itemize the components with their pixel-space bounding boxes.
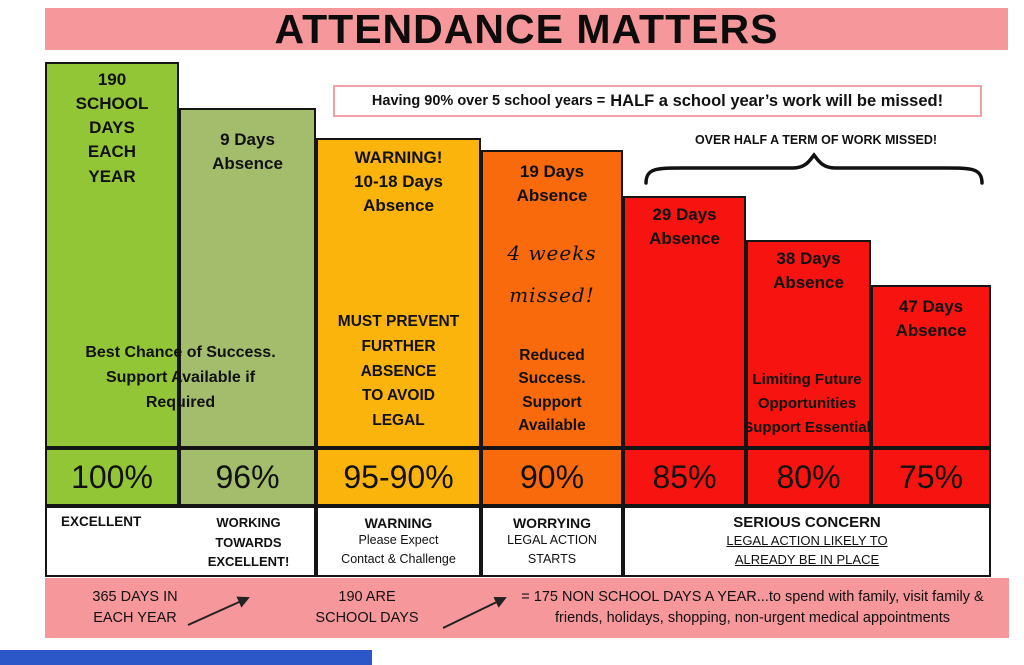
brace-label: OVER HALF A TERM OF WORK MISSED! — [694, 133, 938, 147]
page-title: ATTENDANCE MATTERS — [274, 5, 779, 52]
percent-cell-95-90: 95-90% — [316, 448, 481, 506]
bar-75-label: 47 Days Absence — [895, 297, 967, 341]
status-working-towards: WORKING TOWARDS EXCELLENT! — [207, 515, 290, 569]
percent-cell-90: 90% — [481, 448, 623, 506]
bar-85-label: 29 Days Absence — [649, 205, 720, 249]
bar-85-percent: 29 Days Absence — [623, 196, 746, 448]
footer-days-non-school: = 175 NON SCHOOL DAYS A YEAR...to spend … — [521, 589, 984, 627]
status-cell-worrying: WORRYING LEGAL ACTION STARTS — [481, 506, 623, 577]
bottom-blue-strip — [0, 650, 372, 665]
info-box-text-main: HALF a school year’s work will be missed… — [610, 91, 944, 110]
bar-80-percent: 38 Days Absence — [746, 240, 871, 448]
bar-100-percent: 190 SCHOOL DAYS EACH YEAR — [45, 62, 179, 448]
bar-96-percent: 9 Days Absence — [179, 108, 316, 448]
title-banner: ATTENDANCE MATTERS — [45, 5, 1008, 52]
green-bars-note: Best Chance of Success. Support Availabl… — [85, 344, 276, 411]
bar-90-weeks-note: 4 weeks missed! — [507, 241, 597, 307]
bar-90-percent: 19 Days Absence 4 weeks missed! Reduced … — [481, 150, 623, 448]
bar-95-90-note: MUST PREVENT FURTHER ABSENCE TO AVOID LE… — [337, 313, 460, 430]
status-cell-warning: WARNING Please Expect Contact & Challeng… — [316, 506, 481, 577]
status-warning-sub: Please Expect Contact & Challenge — [341, 533, 456, 566]
status-worrying-sub: LEGAL ACTION STARTS — [507, 533, 597, 566]
bar-80-label: 38 Days Absence — [773, 249, 844, 293]
bar-96-label: 9 Days Absence — [212, 130, 283, 174]
status-cell-excellent: EXCELLENT WORKING TOWARDS EXCELLENT! — [45, 506, 316, 577]
footer-strip: 365 DAYS IN EACH YEAR 190 ARE SCHOOL DAY… — [45, 578, 1009, 638]
bar-100-label: 190 SCHOOL DAYS EACH YEAR — [75, 70, 149, 186]
arrow-icons — [187, 596, 507, 629]
bar-95-90-label: WARNING! 10-18 Days Absence — [354, 148, 443, 216]
bar-90-note: Reduced Success. Support Available — [518, 347, 586, 434]
curly-brace-icon — [643, 152, 985, 186]
percent-cell-100: 100% — [45, 448, 179, 506]
status-serious-title: SERIOUS CONCERN — [733, 513, 881, 531]
bar-75-percent: 47 Days Absence — [871, 285, 991, 448]
percent-cell-96: 96% — [179, 448, 316, 506]
percent-cell-85: 85% — [623, 448, 746, 506]
percent-cell-75: 75% — [871, 448, 991, 506]
info-box: Having 90% over 5 school years = HALF a … — [333, 85, 982, 117]
status-cell-serious-concern: SERIOUS CONCERN LEGAL ACTION LIKELY TO A… — [623, 506, 991, 577]
status-excellent: EXCELLENT — [61, 514, 142, 529]
status-worrying-title: WORRYING — [512, 515, 592, 532]
status-serious-sub: LEGAL ACTION LIKELY TO ALREADY BE IN PLA… — [726, 532, 888, 568]
info-box-text-lead: Having 90% over 5 school years = — [371, 93, 606, 109]
footer-days-school: 190 ARE SCHOOL DAYS — [315, 589, 419, 627]
red-bars-note: Limiting Future Opportunities Support Es… — [743, 371, 871, 436]
bar-90-label: 19 Days Absence — [516, 162, 588, 206]
percent-cell-80: 80% — [746, 448, 871, 506]
bar-95-90-percent: WARNING! 10-18 Days Absence MUST PREVENT… — [316, 138, 481, 448]
status-warning-title: WARNING — [364, 515, 433, 532]
footer-days-total: 365 DAYS IN EACH YEAR — [92, 589, 178, 627]
